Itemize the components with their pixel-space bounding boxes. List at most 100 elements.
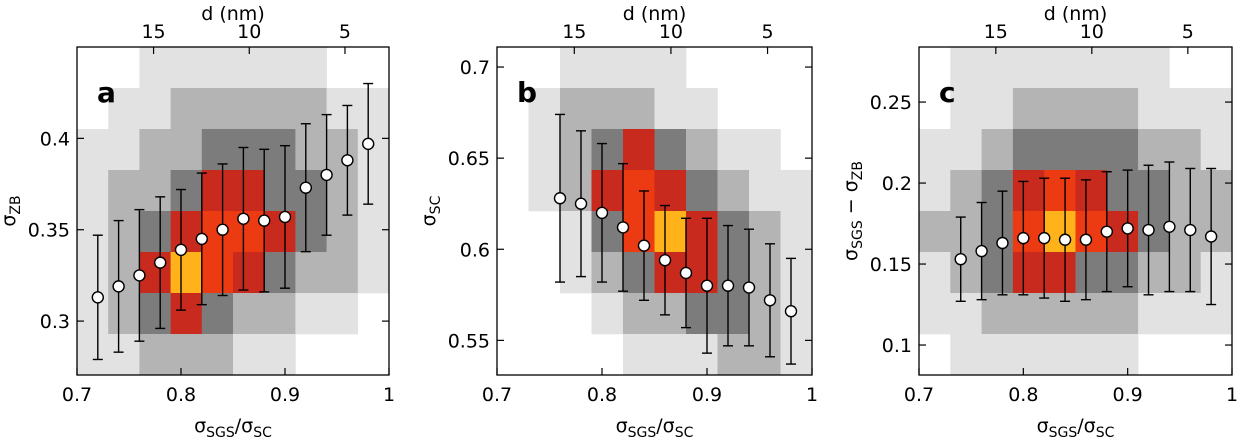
heatmap-cell	[1044, 47, 1076, 89]
y-tick-label: 0.65	[448, 148, 490, 170]
point	[320, 168, 333, 182]
point	[278, 210, 292, 224]
label-text: σ	[840, 249, 862, 261]
heatmap-cell	[139, 293, 171, 335]
x-tick-label: 0.7	[62, 384, 92, 406]
heatmap-cell	[780, 170, 813, 212]
label-text: σ	[616, 415, 628, 437]
point	[1017, 231, 1030, 245]
heatmap-cell	[77, 252, 109, 294]
x2-tick-label: 5	[1182, 21, 1194, 43]
x-tick-label: 0.9	[270, 384, 300, 406]
heatmap-cell	[170, 211, 203, 253]
heatmap-cell	[264, 129, 296, 171]
heatmap-cell	[1012, 88, 1045, 130]
heatmap-cell	[1200, 293, 1233, 335]
axes-frame	[76, 46, 390, 376]
point	[784, 305, 798, 318]
heatmap-cell	[1044, 211, 1076, 253]
heatmap-cell	[981, 252, 1014, 294]
label-subscript: ZB	[850, 161, 866, 180]
heatmap-cell	[1138, 47, 1170, 89]
heatmap-cell	[1075, 88, 1108, 130]
heatmap-cell	[560, 47, 592, 89]
heatmap-cell	[170, 88, 203, 130]
point	[1100, 225, 1114, 238]
heatmap-cell	[1044, 334, 1076, 376]
x-axis-label: σSGS/σSC	[194, 415, 272, 441]
heatmap-cell	[950, 170, 982, 212]
heatmap-cell	[919, 170, 951, 212]
heatmap-cell	[1012, 293, 1045, 335]
heatmap-cell	[591, 170, 624, 212]
heatmap-cell	[919, 252, 951, 294]
panel-label: c	[939, 76, 956, 109]
label-subscript: SGS	[628, 425, 657, 441]
heatmap-cell	[654, 88, 687, 130]
heatmap-cell	[1138, 88, 1170, 130]
heatmap-cell	[1044, 252, 1076, 294]
x-tick-label: 0.8	[587, 384, 617, 406]
heatmap-cell	[654, 170, 687, 212]
heatmap-cell	[981, 47, 1014, 89]
point	[1142, 223, 1155, 237]
heatmap-cell	[108, 211, 140, 253]
y-tick-label: 0.6	[460, 239, 490, 261]
heatmap-cell	[139, 88, 171, 130]
heatmap-cell	[1075, 129, 1108, 171]
axes-frame	[918, 46, 1233, 376]
heatmap-cell	[1106, 170, 1139, 212]
heatmap-cell	[591, 47, 624, 89]
point	[362, 137, 375, 151]
x-tick-label: 0.8	[1008, 384, 1038, 406]
point	[975, 244, 988, 258]
heatmap-cell	[77, 334, 109, 376]
heatmap-cell	[686, 293, 718, 335]
heatmap-cell	[201, 129, 234, 171]
point	[553, 192, 567, 205]
point	[1163, 220, 1176, 233]
heatmap-cell	[1044, 88, 1076, 130]
x2-tick-label: 10	[1080, 21, 1104, 43]
heatmap-cell	[233, 293, 265, 335]
heatmap-cell	[139, 47, 171, 89]
heatmap-cell	[1106, 334, 1139, 376]
heatmap-cell	[326, 293, 359, 335]
point	[153, 256, 167, 269]
point	[700, 279, 714, 292]
heatmap-cell	[686, 170, 718, 212]
point	[595, 206, 609, 220]
label-subscript: SC	[675, 425, 694, 441]
heatmap-cell	[1169, 88, 1201, 130]
heatmap-cell	[591, 211, 624, 253]
label-text: − σ	[840, 180, 862, 220]
heatmap-cell	[528, 129, 561, 171]
label-text: /σ	[656, 415, 674, 437]
label-subscript: SC	[253, 425, 272, 441]
heatmap-cell	[139, 334, 171, 376]
heatmap-cell	[591, 293, 624, 335]
heatmap-cell	[1012, 211, 1045, 253]
heatmap-cell	[357, 252, 390, 294]
x2-axis-label: d (nm)	[1044, 3, 1107, 25]
heatmap-cell	[357, 129, 390, 171]
y-tick-label: 0.7	[460, 57, 490, 79]
heatmap-cell	[654, 211, 687, 253]
heatmap-cell	[560, 88, 592, 130]
heatmap-cell	[623, 252, 655, 294]
point	[237, 212, 250, 225]
heatmap-cell	[528, 170, 561, 212]
y-tick-label: 0.2	[882, 173, 912, 195]
label-text: σ	[1037, 415, 1049, 437]
point	[616, 221, 630, 234]
x-axis-label: σSGS/σSC	[616, 415, 694, 441]
heatmap-cell	[1200, 170, 1233, 212]
heatmap-cell	[623, 129, 655, 171]
label-subscript: SC	[1096, 425, 1115, 441]
point	[954, 252, 967, 266]
x-tick-label: 0.9	[1113, 384, 1143, 406]
heatmap-cell	[623, 47, 655, 89]
heatmap-cell	[295, 293, 327, 335]
